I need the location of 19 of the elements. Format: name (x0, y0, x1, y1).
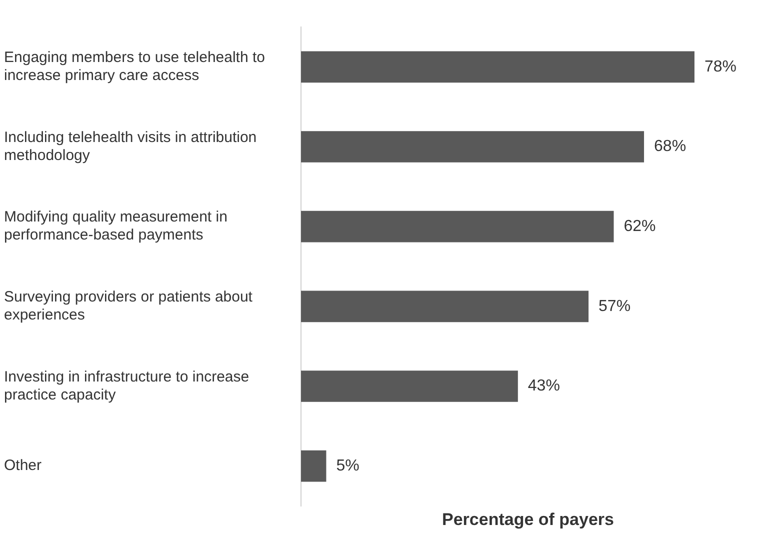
y-tick-label: Other (4, 457, 42, 474)
data-label: 68% (654, 138, 686, 156)
bar (301, 210, 614, 242)
bar (301, 131, 644, 162)
y-tick-label: Including telehealth visits in attribution methodology (4, 128, 257, 164)
x-axis-title: Percentage of payers (442, 510, 614, 529)
data-label: 57% (598, 298, 631, 315)
y-tick-label: Modifying quality measurement in performance-based payments (4, 208, 228, 244)
bar (301, 370, 518, 402)
y-tick-label: Engaging members to use telehealth to increase primary care access (4, 49, 265, 84)
bar (301, 290, 589, 322)
bar (301, 450, 326, 482)
data-label: 43% (528, 378, 560, 395)
data-label: 78% (704, 58, 736, 76)
y-tick-label: Surveying providers or patients about experiences (4, 288, 254, 324)
bar (301, 51, 694, 83)
y-tick-label: Investing in infrastructure to increase practice capacity (4, 368, 250, 404)
data-label: 5% (336, 457, 360, 474)
data-label: 62% (624, 218, 656, 235)
